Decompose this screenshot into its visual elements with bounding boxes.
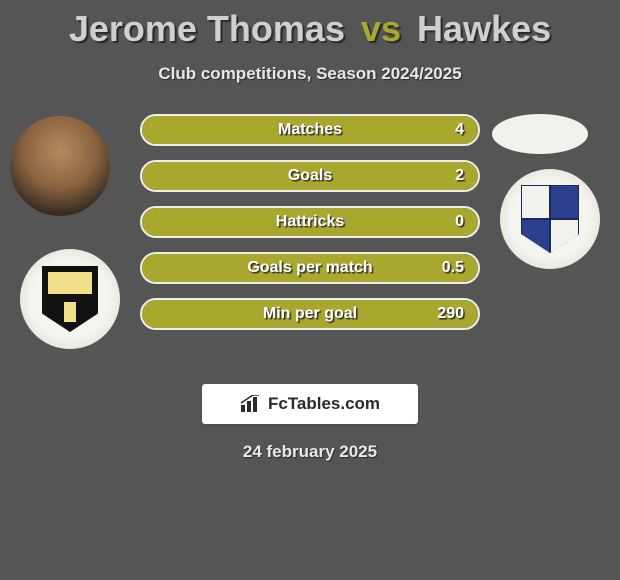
stat-value: 290: [437, 305, 464, 323]
stat-value: 0.5: [442, 259, 464, 277]
bar-chart-icon: [240, 395, 262, 413]
title: Jerome Thomas vs Hawkes: [69, 8, 551, 50]
club-crest-left: [20, 249, 120, 349]
title-row: Jerome Thomas vs Hawkes: [0, 0, 620, 50]
stat-label: Goals: [288, 167, 332, 185]
stat-bar: Min per goal 290: [140, 298, 480, 330]
stat-bar: Goals per match 0.5: [140, 252, 480, 284]
brand-box: FcTables.com: [202, 384, 418, 424]
main-area: Matches 4 Goals 2 Hattricks 0 Goals per match 0…: [0, 114, 620, 374]
subtitle: Club competitions, Season 2024/2025: [0, 64, 620, 84]
player-avatar-right: [492, 114, 588, 154]
title-vs: vs: [361, 8, 401, 49]
shield-icon: [521, 185, 579, 253]
stat-label: Hattricks: [276, 213, 344, 231]
stat-label: Goals per match: [247, 259, 372, 277]
infographic-root: Jerome Thomas vs Hawkes Club competition…: [0, 0, 620, 462]
stat-label: Matches: [278, 121, 342, 139]
stat-value: 0: [455, 213, 464, 231]
brand-text: FcTables.com: [268, 394, 380, 414]
stat-bar: Matches 4: [140, 114, 480, 146]
title-player1: Jerome Thomas: [69, 8, 345, 49]
player-avatar-left: [10, 116, 110, 216]
club-crest-right: [500, 169, 600, 269]
title-player2: Hawkes: [417, 8, 551, 49]
stat-label: Min per goal: [263, 305, 357, 323]
stat-value: 4: [455, 121, 464, 139]
date: 24 february 2025: [0, 442, 620, 462]
stat-bars: Matches 4 Goals 2 Hattricks 0 Goals per match 0…: [140, 114, 480, 344]
shield-icon: [42, 266, 98, 332]
stat-value: 2: [455, 167, 464, 185]
stat-bar: Goals 2: [140, 160, 480, 192]
stat-bar: Hattricks 0: [140, 206, 480, 238]
